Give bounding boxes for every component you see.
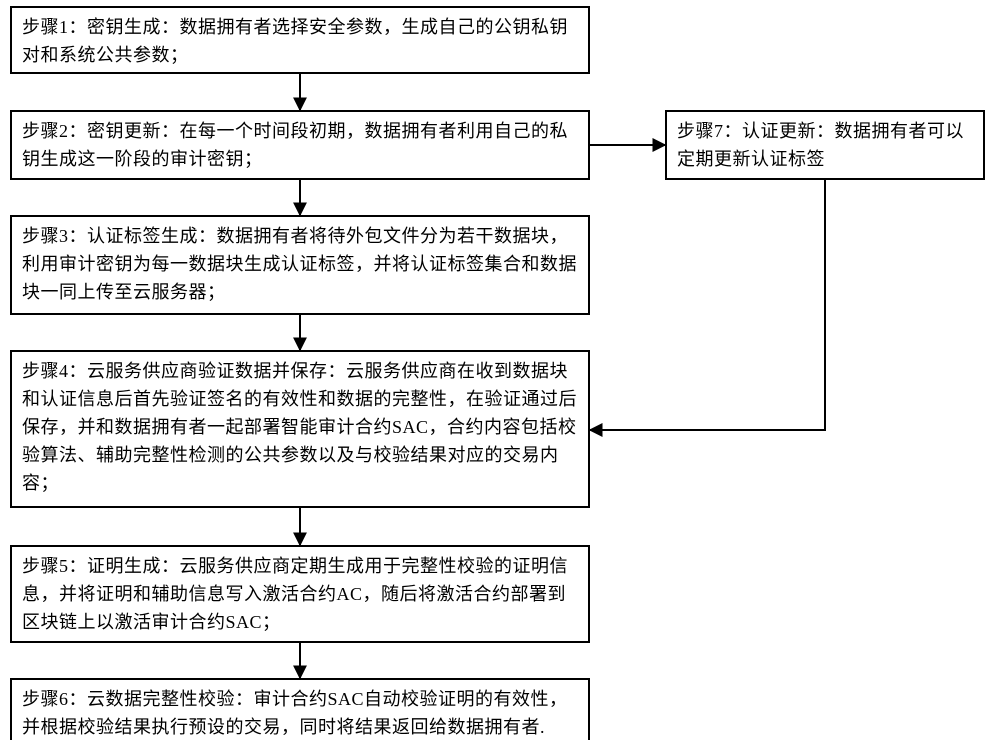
step2-node: 步骤2：密钥更新：在每一个时间段初期，数据拥有者利用自己的私钥生成这一阶段的审计…	[10, 110, 590, 180]
step7-node: 步骤7：认证更新：数据拥有者可以定期更新认证标签	[665, 110, 985, 180]
step5-node: 步骤5：证明生成：云服务供应商定期生成用于完整性校验的证明信息，并将证明和辅助信…	[10, 545, 590, 643]
edge-step7-to-step4	[590, 180, 825, 430]
step4-node: 步骤4：云服务供应商验证数据并保存：云服务供应商在收到数据块和认证信息后首先验证…	[10, 350, 590, 508]
step3-node: 步骤3：认证标签生成：数据拥有者将待外包文件分为若干数据块，利用审计密钥为每一数…	[10, 215, 590, 315]
step6-node: 步骤6：云数据完整性校验：审计合约SAC自动校验证明的有效性，并根据校验结果执行…	[10, 678, 590, 740]
step1-node: 步骤1：密钥生成：数据拥有者选择安全参数，生成自己的公钥私钥对和系统公共参数；	[10, 6, 590, 74]
